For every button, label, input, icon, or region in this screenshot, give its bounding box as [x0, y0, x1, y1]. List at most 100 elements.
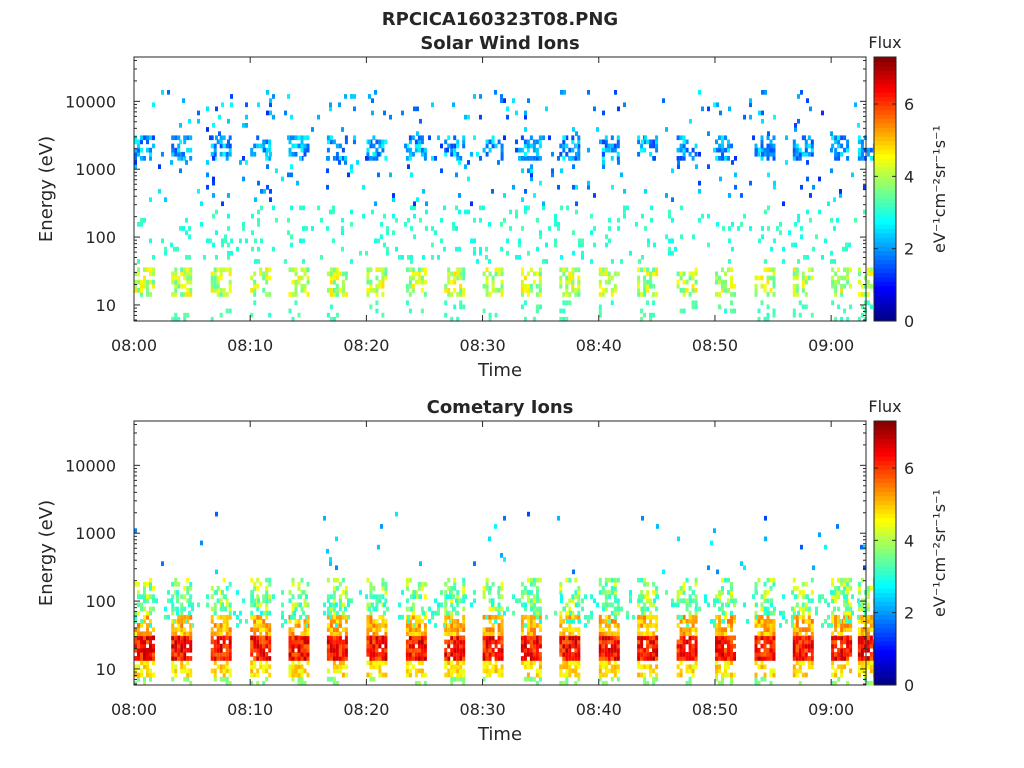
- heatmap-cell: [381, 139, 385, 145]
- heatmap-cell: [598, 656, 602, 661]
- heatmap-cell: [137, 590, 140, 595]
- heatmap-cell: [332, 238, 335, 244]
- heatmap-cell: [423, 581, 427, 587]
- heatmap-cell: [730, 680, 733, 686]
- heatmap-cell: [479, 114, 482, 120]
- heatmap-cell: [652, 647, 656, 653]
- heatmap-cell: [303, 647, 307, 653]
- y-tick-label: 100: [85, 592, 116, 611]
- heatmap-cell: [523, 656, 527, 661]
- heatmap-cell: [268, 275, 272, 281]
- heatmap-cell: [652, 614, 656, 620]
- heatmap-cell: [485, 288, 489, 293]
- heatmap-cell: [607, 275, 611, 281]
- heatmap-cell: [578, 242, 581, 248]
- heatmap-cell: [297, 623, 301, 628]
- heatmap-cell: [655, 639, 659, 645]
- heatmap-cell: [294, 151, 298, 157]
- heatmap-cell: [837, 647, 841, 653]
- heatmap-cell: [137, 151, 140, 157]
- heatmap-cell: [259, 619, 263, 624]
- heatmap-cell: [500, 639, 504, 645]
- heatmap-cell: [843, 652, 847, 657]
- heatmap-cell: [482, 676, 486, 682]
- heatmap-cell: [604, 680, 608, 686]
- heatmap-cell: [569, 610, 572, 616]
- heatmap-cell: [500, 553, 503, 558]
- heatmap-cell: [482, 664, 486, 670]
- heatmap-cell: [769, 288, 773, 293]
- heatmap-cell: [523, 652, 527, 657]
- heatmap-cell: [613, 143, 617, 149]
- heatmap-cell: [329, 610, 332, 616]
- heatmap-cell: [616, 143, 620, 149]
- heatmap-cell: [405, 267, 409, 273]
- heatmap-cell: [584, 623, 587, 628]
- heatmap-cell: [792, 312, 796, 318]
- heatmap-cell: [411, 135, 415, 141]
- heatmap-cell: [590, 259, 593, 264]
- heatmap-cell: [268, 610, 272, 616]
- heatmap-cell: [542, 259, 545, 264]
- heatmap-cell: [538, 668, 542, 674]
- heatmap-cell: [707, 106, 710, 112]
- heatmap-cell: [263, 189, 266, 194]
- heatmap-cell: [718, 656, 721, 661]
- heatmap-cell: [538, 656, 542, 661]
- heatmap-cell: [637, 652, 641, 657]
- heatmap-cell: [834, 627, 838, 632]
- colorbar-segment: [874, 123, 896, 128]
- heatmap-cell: [488, 147, 492, 153]
- heatmap-cell: [177, 581, 181, 587]
- heatmap-cell: [677, 160, 680, 165]
- heatmap-cell: [417, 656, 421, 661]
- heatmap-cell: [652, 623, 656, 628]
- heatmap-cell: [616, 156, 620, 161]
- heatmap-cell: [227, 118, 230, 124]
- heatmap-cell: [810, 143, 814, 149]
- heatmap-cell: [733, 672, 736, 678]
- heatmap-cell: [225, 151, 229, 157]
- heatmap-cell: [688, 680, 692, 686]
- heatmap-cell: [565, 627, 569, 632]
- heatmap-cell: [268, 577, 272, 583]
- heatmap-cell: [610, 288, 614, 293]
- heatmap-cell: [532, 660, 536, 665]
- heatmap-cell: [766, 312, 770, 318]
- heatmap-cell: [646, 598, 650, 604]
- heatmap-cell: [164, 197, 167, 202]
- heatmap-cell: [604, 598, 608, 604]
- heatmap-cell: [219, 614, 223, 620]
- heatmap-cell: [665, 234, 668, 240]
- heatmap-cell: [149, 656, 152, 661]
- heatmap-cell: [577, 151, 581, 157]
- heatmap-cell: [464, 594, 467, 599]
- heatmap-cell: [801, 656, 805, 661]
- heatmap-cell: [727, 656, 730, 661]
- heatmap-cell: [266, 610, 269, 616]
- heatmap-cell: [456, 672, 460, 678]
- heatmap-cell: [843, 647, 847, 653]
- heatmap-cell: [227, 255, 230, 260]
- heatmap-cell: [411, 275, 415, 281]
- heatmap-cell: [210, 283, 214, 289]
- heatmap-cell: [521, 226, 524, 231]
- heatmap-cell: [830, 131, 833, 136]
- heatmap-cell: [186, 668, 190, 674]
- heatmap-cell: [715, 156, 718, 161]
- heatmap-cell: [149, 156, 152, 161]
- heatmap-cell: [574, 267, 578, 273]
- heatmap-cell: [300, 135, 304, 141]
- colorbar-segment: [874, 145, 896, 150]
- heatmap-cell: [535, 647, 539, 653]
- heatmap-cell: [263, 147, 266, 153]
- heatmap-cell: [767, 172, 770, 178]
- heatmap-cell: [158, 164, 161, 169]
- heatmap-cell: [804, 635, 808, 641]
- heatmap-cell: [140, 279, 143, 285]
- heatmap-cell: [222, 635, 226, 641]
- colorbar-segment: [874, 268, 896, 274]
- heatmap-cell: [763, 647, 767, 653]
- heatmap-cell: [459, 672, 463, 678]
- heatmap-cells: [134, 90, 879, 322]
